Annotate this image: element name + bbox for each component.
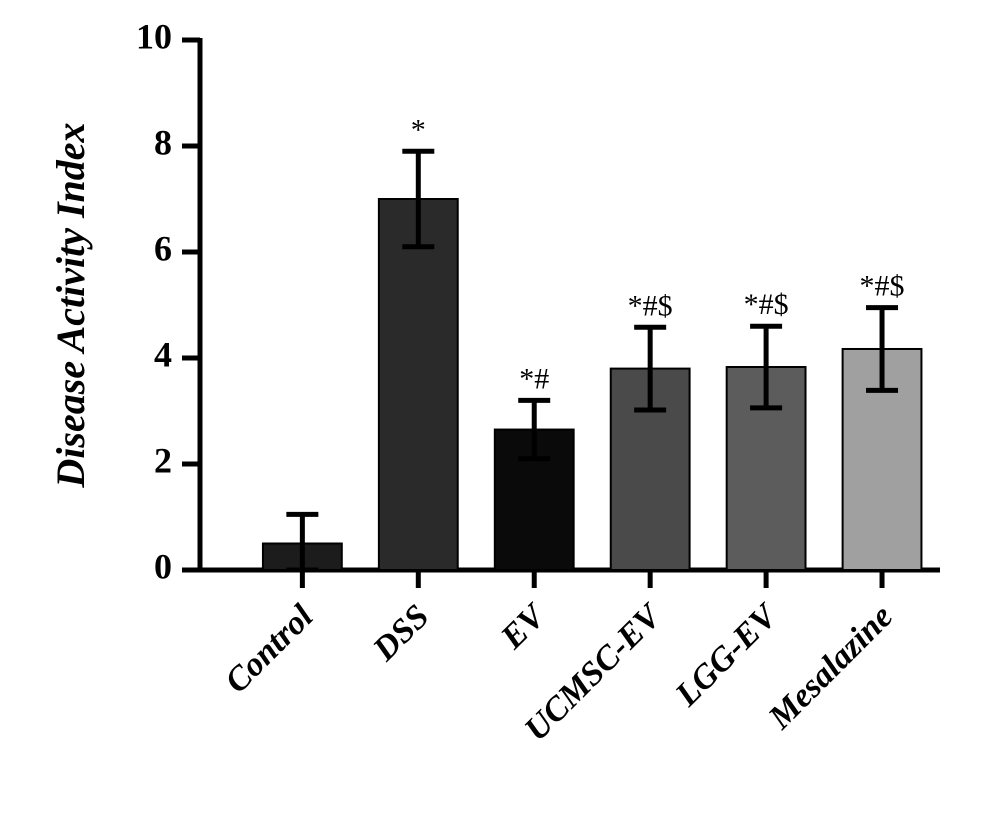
y-tick-label: 10 — [136, 20, 172, 56]
bar-dss — [379, 199, 458, 570]
significance-label: *#$ — [628, 289, 673, 322]
significance-label: *#$ — [860, 270, 905, 303]
y-tick-label: 2 — [154, 440, 172, 480]
significance-label: *# — [519, 362, 549, 395]
x-category-label: LGG-EV — [668, 596, 786, 714]
y-tick-label: 8 — [154, 122, 172, 162]
dai-bar-chart: 0 2 4 6 8 10 Disease Activity Index Control DSS *… — [30, 20, 970, 800]
x-category-label: DSS — [365, 598, 436, 669]
significance-label: * — [411, 113, 426, 146]
significance-label: *#$ — [744, 288, 789, 321]
y-tick-label: 0 — [154, 546, 172, 586]
chart-svg: 0 2 4 6 8 10 Disease Activity Index Control DSS *… — [30, 20, 970, 800]
x-category-label: Mesalazine — [761, 598, 900, 737]
x-category-label: Control — [218, 598, 321, 701]
y-tick-label: 4 — [154, 334, 172, 374]
y-tick-label: 6 — [154, 228, 172, 268]
x-category-label: EV — [493, 596, 554, 657]
y-axis-label: Disease Activity Index — [48, 122, 93, 488]
